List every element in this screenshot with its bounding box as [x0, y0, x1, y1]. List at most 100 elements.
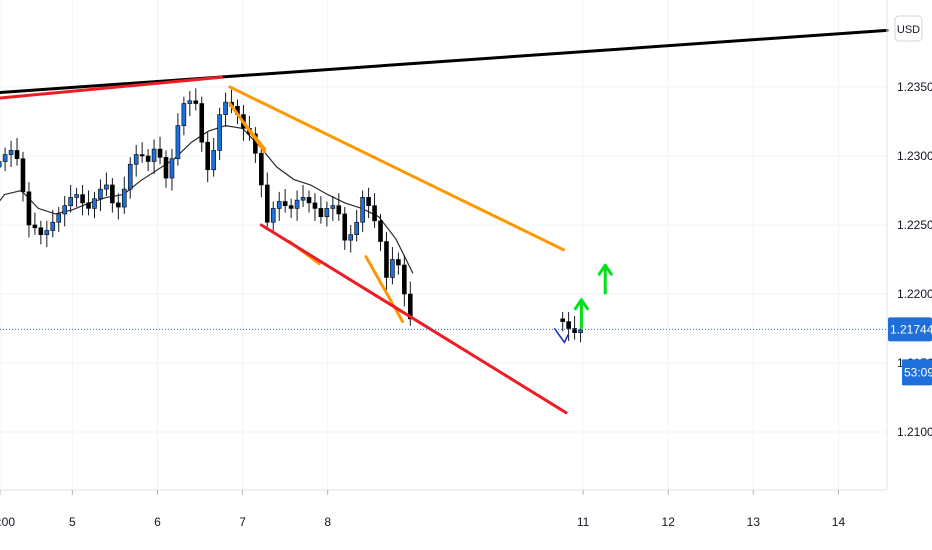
candle-body [187, 100, 193, 104]
candle-body [133, 154, 139, 165]
candle-body [163, 157, 169, 179]
candle-body [127, 163, 133, 190]
trendlines-layer[interactable] [0, 28, 889, 415]
candle-body [396, 259, 401, 266]
price-tick-label: 1.23000 [897, 149, 932, 163]
candle-body [181, 103, 187, 126]
candle-body [14, 150, 20, 160]
candle-body [175, 125, 181, 160]
time-axis[interactable]: 09:00 5 6 7 8 11 12 13 14 [0, 490, 845, 529]
arrow-head [573, 298, 589, 311]
candle-body [312, 202, 318, 209]
green-up-arrow[interactable] [597, 263, 613, 295]
time-tick-label: 12 [662, 515, 676, 529]
candle-body [104, 184, 109, 190]
candle-body [384, 241, 389, 278]
candle-body [145, 155, 151, 162]
candle-body [318, 208, 324, 218]
candle-body [151, 148, 157, 162]
candle-body [26, 191, 32, 226]
time-tick-label: 14 [832, 515, 846, 529]
candle-body [0, 161, 2, 168]
trendline[interactable] [259, 223, 568, 415]
candle-body [38, 227, 44, 235]
trendline[interactable] [0, 75, 223, 100]
candle-body [211, 150, 216, 171]
trendline[interactable] [364, 255, 405, 324]
green-up-arrow[interactable] [573, 298, 589, 329]
candle-body [121, 188, 127, 208]
candle-body [259, 152, 264, 186]
candle-body [288, 205, 294, 209]
candle-body [566, 321, 571, 329]
candle-body [205, 141, 211, 171]
countdown-label: 53:09 [904, 365, 932, 379]
candle-body [56, 213, 62, 223]
currency-label: USD [897, 24, 920, 36]
candle-body [110, 184, 115, 204]
annotations-layer[interactable] [553, 263, 613, 344]
current-price-label: 1.21744 [890, 322, 932, 336]
candle-body [354, 221, 359, 235]
candle-body [193, 100, 199, 104]
candle-body [264, 184, 270, 223]
candle-body [116, 202, 121, 208]
time-tick-label: 7 [239, 515, 246, 529]
candle-body [408, 293, 413, 320]
time-tick-label: 13 [747, 515, 761, 529]
candle-body [360, 197, 365, 223]
time-tick-label: 09:00 [0, 515, 15, 529]
candle-body [330, 205, 336, 209]
candle-body [372, 205, 377, 222]
candle-body [68, 197, 73, 206]
candle-body [324, 208, 330, 218]
candle-body [217, 114, 222, 151]
candle-body [378, 220, 383, 242]
price-tick-label: 1.22000 [897, 287, 932, 301]
candle-body [157, 148, 163, 158]
current-price-badge: 1.21744 [888, 317, 932, 342]
candle-body [2, 154, 8, 162]
candle-body [282, 201, 288, 206]
candle-body [199, 103, 205, 143]
candle-body [62, 205, 67, 215]
candle-body [20, 158, 26, 193]
price-axis[interactable]: 1.235001.230001.225001.220001.215001.210… [897, 80, 932, 439]
candle-body [80, 194, 85, 204]
currency-button[interactable]: USD [894, 15, 923, 42]
candle-body [32, 224, 38, 229]
chart-grid [0, 0, 887, 490]
price-tick-label: 1.23500 [897, 80, 932, 94]
candle-body [92, 198, 97, 209]
check-mark-annotation[interactable] [553, 327, 570, 344]
candle-body [169, 158, 175, 179]
trendline[interactable] [241, 119, 267, 151]
candle-body [300, 197, 306, 201]
candle-body [139, 154, 145, 157]
trendline[interactable] [0, 28, 889, 94]
candle-body [306, 197, 312, 204]
candle-body [402, 264, 407, 295]
candle-body [342, 213, 348, 241]
candle-body [390, 259, 395, 278]
countdown-badge: 53:09 [902, 359, 932, 386]
candle-body [348, 234, 354, 241]
candle-body [560, 318, 565, 322]
time-tick-label: 8 [324, 515, 331, 529]
time-tick-label: 5 [69, 515, 76, 529]
trendline[interactable] [228, 85, 566, 252]
candle-body [44, 230, 50, 235]
candle-body [270, 208, 276, 223]
candle-body [223, 101, 228, 115]
candle-body [276, 201, 282, 209]
price-tick-label: 1.22500 [897, 218, 932, 232]
time-tick-label: 11 [577, 515, 590, 529]
arrow-head [597, 263, 613, 276]
candle-body [86, 202, 91, 209]
candle-body [336, 205, 342, 215]
candle-body [578, 329, 583, 333]
candle-body [294, 199, 300, 209]
candle-body [8, 150, 14, 155]
